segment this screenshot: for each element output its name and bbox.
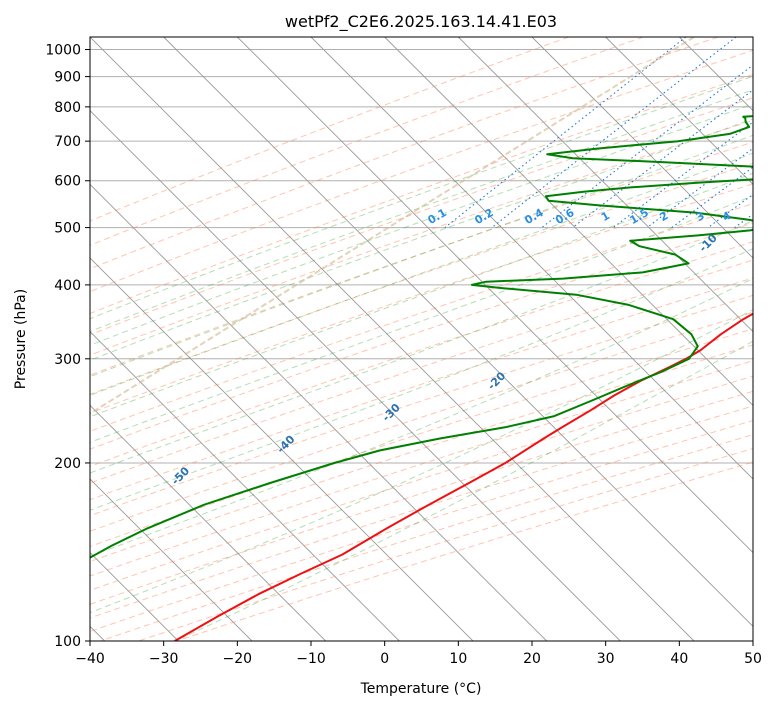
x-tick-label: −40: [75, 651, 105, 667]
moist-adiabat-line: [90, 277, 753, 557]
mixing-ratio-line: [444, 37, 687, 229]
dry-adiabat-line: [90, 328, 753, 548]
moist-adiabat-line: [90, 118, 753, 361]
moist-adiabat-line: [90, 89, 753, 333]
mixing-ratio-line: [491, 37, 737, 229]
isotherm-line: [90, 404, 326, 641]
plot-background: [90, 37, 753, 641]
y-tick-label: 100: [54, 634, 81, 650]
dry-adiabat-line: [90, 37, 569, 222]
dry-adiabat-line: [90, 141, 753, 376]
moist-adiabat-line: [90, 75, 753, 320]
x-tick-label: −10: [296, 651, 326, 667]
x-tick-label: 40: [670, 651, 688, 667]
moist-adiabat-line: [174, 340, 753, 641]
y-tick-label: 600: [54, 174, 81, 190]
y-tick-label: 700: [54, 134, 81, 150]
plot-frame: [89, 36, 754, 642]
isotherm-line: [384, 37, 753, 406]
dry-adiabat-line: [90, 183, 753, 414]
dry-adiabat-line: [90, 73, 753, 315]
moist-adiabat-line: [90, 172, 753, 418]
isotherm-line: [752, 37, 753, 38]
x-tick-label: 20: [523, 651, 541, 667]
dry-adiabat-line: [90, 360, 753, 577]
y-tick-label: 200: [54, 456, 81, 472]
x-axis: −40 −30 −20 −10 0 10 20 30 40 50: [75, 641, 762, 667]
moist-adiabat-line: [90, 195, 753, 443]
freezing-curve: [90, 37, 695, 415]
x-tick-label: 50: [744, 651, 762, 667]
dry-adiabat-line: [90, 277, 753, 501]
x-tick-label: −20: [223, 651, 253, 667]
isotherm-line: [237, 37, 753, 554]
isotherm-line: [90, 110, 621, 641]
x-tick-label: 30: [597, 651, 615, 667]
dry-adiabat-line: [90, 49, 753, 293]
y-axis-label: Pressure (hPa): [13, 289, 29, 389]
y-tick-label: 1000: [45, 43, 81, 59]
x-tick-label: 0: [380, 651, 389, 667]
y-tick-label: 800: [54, 100, 81, 116]
dry-adiabat-line: [90, 37, 644, 246]
dry-adiabat-line: [90, 162, 753, 395]
chart-title: wetPf2_C2E6.2025.163.14.41.E03: [285, 12, 557, 32]
isotherm-line: [90, 331, 400, 641]
dry-adiabat-line: [90, 311, 753, 532]
dewpoint-profile-line: [90, 115, 753, 559]
dry-adiabat-line: [90, 222, 753, 450]
y-axis: 1000 900 800 700 600 500 400 300 200 100: [45, 43, 90, 650]
moist-adiabat-line: [90, 152, 753, 396]
mixing-ratio-line: [572, 89, 753, 229]
x-tick-label: 10: [449, 651, 467, 667]
isotherm-line: [531, 37, 753, 259]
mixing-ratio-line: [671, 166, 753, 229]
y-tick-label: 300: [54, 352, 81, 368]
dry-adiabat-line: [90, 119, 753, 356]
x-tick-label: −30: [149, 651, 179, 667]
isotherm-line: [90, 478, 253, 641]
isotherm-line: [90, 257, 474, 641]
isotherm-line: [90, 37, 695, 641]
moist-adiabat-line: [90, 309, 753, 614]
isotherm-line: [163, 37, 753, 627]
y-tick-label: 500: [54, 221, 81, 237]
x-axis-label: Temperature (°C): [360, 681, 482, 697]
profiles: [90, 115, 753, 641]
background-lines: [90, 37, 753, 641]
y-tick-label: 400: [54, 278, 81, 294]
temperature-profile-line: [174, 312, 753, 641]
dry-adiabat-line: [90, 97, 753, 336]
y-tick-label: 900: [54, 70, 81, 86]
dry-adiabat-line: [90, 390, 753, 605]
isotherm-line: [310, 37, 753, 480]
isotherm-line: [90, 183, 547, 641]
isotherm-line: [458, 37, 753, 333]
dry-adiabat-line: [90, 259, 753, 484]
